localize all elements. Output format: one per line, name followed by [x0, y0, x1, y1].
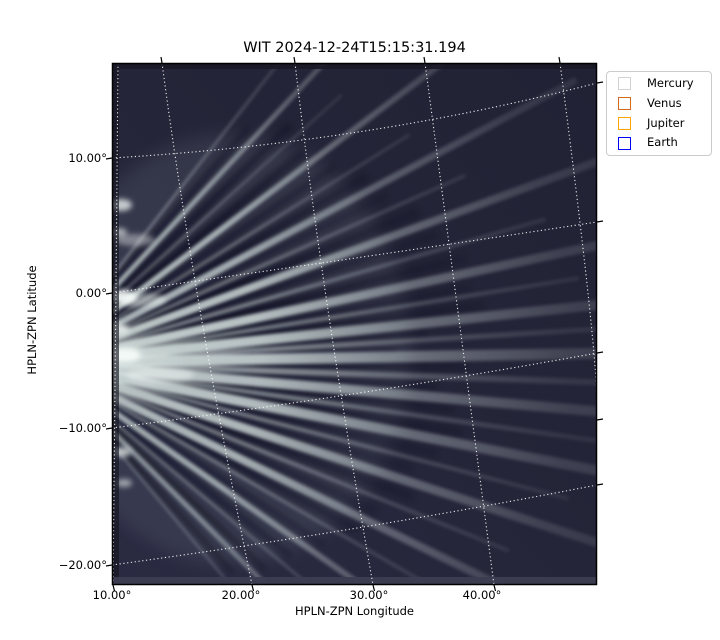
bottom-light-band	[112, 577, 597, 585]
legend-label: Jupiter	[647, 115, 685, 130]
earth-marker-icon	[618, 136, 631, 150]
y-tick	[105, 292, 113, 295]
axes-spine	[111, 62, 598, 586]
latitude-gridline	[112, 484, 597, 566]
legend-item-jupiter: Jupiter	[607, 114, 711, 134]
y-tick-label: −20.00°	[58, 558, 107, 572]
x-tick	[423, 56, 426, 64]
coordinate-grid	[112, 63, 597, 585]
y-tick	[105, 157, 113, 160]
bright-streaks	[112, 63, 597, 585]
latitude-gridline	[112, 82, 597, 159]
x-tick-label: 10.00°	[92, 588, 132, 602]
x-tick	[251, 584, 255, 592]
legend-item-earth: Earth	[607, 133, 711, 153]
image-area	[112, 63, 597, 585]
longitude-gridline	[161, 63, 253, 585]
longitude-gridline	[294, 63, 374, 585]
y-tick	[596, 220, 604, 223]
x-axis-label: HPLN-ZPN Longitude	[294, 604, 414, 618]
legend-label: Mercury	[647, 76, 694, 91]
left-dark-column	[112, 63, 119, 585]
x-tick-label: 20.00°	[221, 588, 261, 602]
legend-label: Earth	[647, 135, 678, 150]
x-tick	[112, 584, 116, 592]
y-tick	[596, 81, 604, 84]
y-axis-label: HPLN-ZPN Latitude	[25, 265, 39, 375]
x-tick	[493, 584, 497, 592]
y-tick	[596, 351, 604, 354]
mercury-marker-icon	[618, 77, 631, 91]
y-tick-label: 0.00°	[75, 286, 107, 300]
plot-title: WIT 2024-12-24T15:15:31.194	[243, 40, 466, 56]
y-tick-label: −10.00°	[58, 421, 107, 435]
x-tick	[372, 584, 376, 592]
y-tick	[596, 483, 604, 486]
longitude-gridline	[112, 63, 119, 585]
legend-label: Venus	[647, 95, 682, 110]
y-tick	[105, 564, 113, 567]
x-tick	[558, 56, 561, 64]
legend: Mercury Venus Jupiter Earth	[606, 71, 712, 156]
x-tick-label: 40.00°	[462, 588, 502, 602]
legend-item-mercury: Mercury	[607, 74, 711, 94]
venus-marker-icon	[618, 97, 631, 111]
legend-item-venus: Venus	[607, 94, 711, 114]
latitude-gridline	[112, 221, 597, 294]
y-tick	[105, 427, 113, 430]
latitude-gridline	[112, 352, 597, 429]
y-tick	[596, 418, 604, 421]
x-tick-label: 30.00°	[349, 588, 389, 602]
y-tick-label: 10.00°	[68, 151, 107, 165]
x-tick	[160, 56, 163, 64]
axis-ticks	[105, 56, 604, 592]
top-dark-band	[112, 63, 597, 69]
jupiter-marker-icon	[618, 116, 631, 130]
x-tick	[293, 56, 296, 64]
